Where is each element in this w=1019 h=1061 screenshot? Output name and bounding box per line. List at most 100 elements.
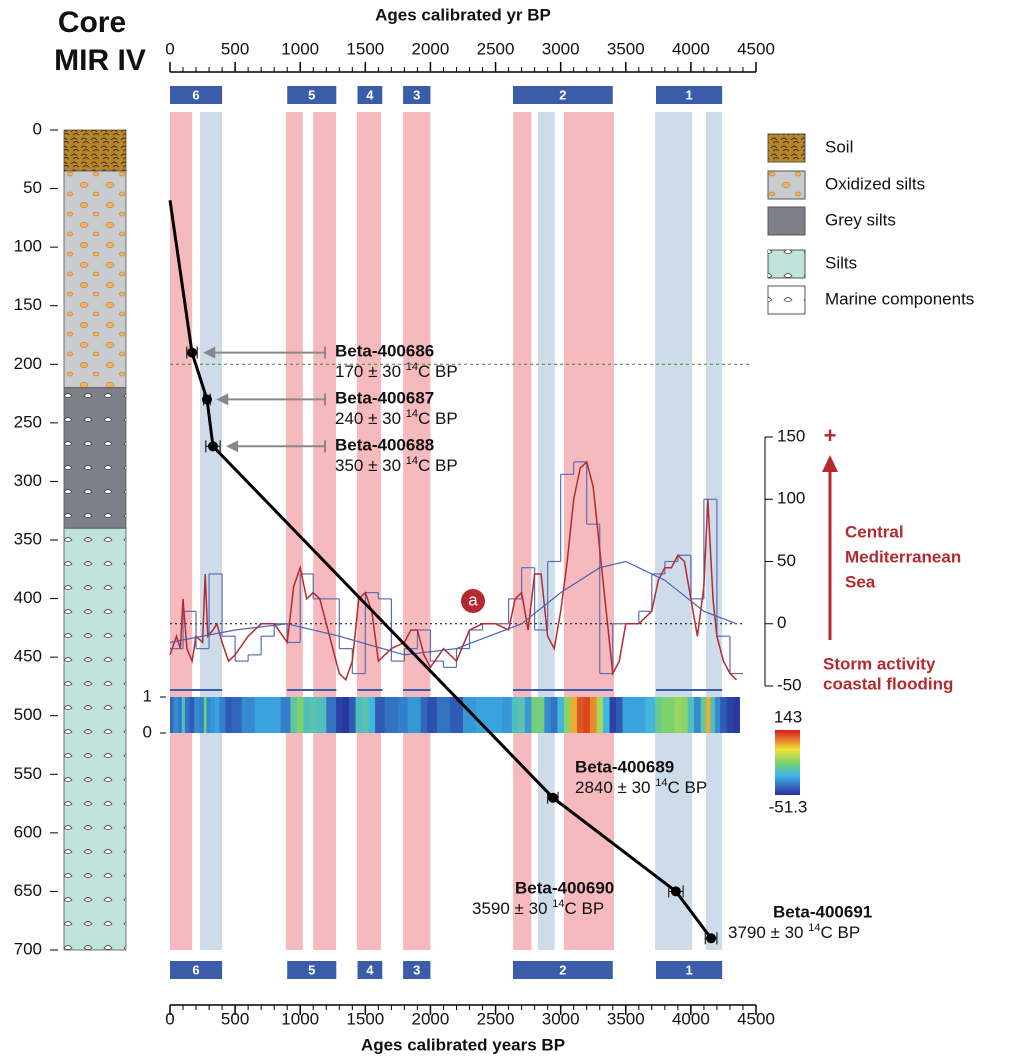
heatmap-cell [414, 697, 422, 733]
date-name: Beta-400690 [515, 878, 614, 897]
event-label: 4 [366, 87, 374, 102]
annotation: Sea [845, 572, 876, 591]
heatmap-cell [655, 697, 663, 733]
heatmap-cell [576, 697, 584, 733]
event-label: 4 [366, 962, 374, 977]
heatmap-cell [476, 697, 490, 733]
heatmap-cell [674, 697, 682, 733]
heatmap-cell [355, 697, 363, 733]
annotation: coastal flooding [823, 674, 953, 693]
event-band [705, 112, 723, 950]
event-box [170, 86, 223, 104]
x-tick-label: 2000 [412, 39, 450, 58]
y-tick-label: 100 [14, 237, 42, 256]
event-label: 3 [413, 87, 420, 102]
heatmap-cell [705, 697, 711, 733]
y2-tick-label: 50 [777, 551, 796, 570]
plus-sign: + [824, 423, 837, 448]
legend-label: Marine components [825, 289, 974, 308]
annotation: Storm activity [823, 654, 936, 673]
heatmap-cell [489, 697, 503, 733]
lithology-pattern [64, 528, 126, 950]
date-isotope: 14 [406, 408, 418, 420]
heatmap-cell [609, 697, 617, 733]
heatmap-cell [280, 697, 291, 733]
heatmap-cell [349, 697, 357, 733]
y-tick-label: 300 [14, 471, 42, 490]
heatmap-tick-label: 1 [143, 686, 152, 705]
date-age: 3790 ± 30 14C BP [728, 922, 860, 943]
event-band [513, 112, 532, 950]
y-tick-label: 600 [14, 822, 42, 841]
heatmap-cell [316, 697, 327, 733]
x-tick-label: 4500 [737, 1009, 775, 1028]
event-label: 1 [685, 962, 692, 977]
event-band [313, 112, 337, 950]
x-tick-label: 0 [165, 1009, 174, 1028]
date-age: 240 ± 30 14C BP [335, 408, 458, 429]
heatmap-cell [303, 697, 311, 733]
heatmap-cell [420, 697, 428, 733]
date-point [201, 394, 212, 405]
heatmap-cell [254, 697, 269, 733]
event-box [357, 961, 383, 979]
heatmap-cell [219, 697, 226, 733]
heatmap-cell [397, 697, 409, 733]
event-box [403, 961, 431, 979]
date-age-value: 2840 ± 30 [575, 778, 655, 797]
legend-swatch [767, 206, 806, 236]
x-tick-label: 2000 [412, 1009, 450, 1028]
date-name: Beta-400688 [335, 435, 434, 454]
heatmap-cell [336, 697, 344, 733]
date-age-value: 350 ± 30 [335, 456, 406, 475]
heatmap-cell [632, 697, 646, 733]
x-tick-label: 1000 [281, 1009, 319, 1028]
y2-tick-label: 0 [777, 613, 786, 632]
event-band [537, 112, 555, 950]
date-age-value: 170 ± 30 [335, 362, 406, 381]
pointer-head [226, 440, 239, 453]
heatmap-cell [290, 697, 298, 733]
event-label: 5 [308, 962, 315, 977]
heatmap-cell [384, 697, 399, 733]
legend-label: Oxidized silts [825, 174, 925, 193]
date-point [207, 441, 218, 452]
heatmap-cell [570, 697, 578, 733]
marker-circle [461, 589, 485, 613]
date-point [706, 933, 717, 944]
date-name: Beta-400687 [335, 388, 434, 407]
heatmap-cell [602, 697, 610, 733]
x-tick-label: 3000 [542, 1009, 580, 1028]
marker-label: a [468, 590, 478, 609]
y-tick-label: 500 [14, 705, 42, 724]
event-box [357, 86, 383, 104]
heatmap-cell [720, 697, 728, 733]
heatmap-cell [583, 697, 591, 733]
y-tick-label: 350 [14, 529, 42, 548]
date-point [670, 886, 681, 897]
event-band [655, 112, 693, 950]
date-isotope: 14 [406, 455, 418, 467]
y-tick-label: 200 [14, 354, 42, 373]
x-tick-label: 4500 [737, 39, 775, 58]
heatmap-cell [173, 697, 179, 733]
event-label: 2 [559, 962, 566, 977]
legend-label: Silts [825, 253, 857, 272]
legend-pattern [768, 250, 805, 278]
heatmap-cell [189, 697, 195, 733]
x-tick-label: 3500 [607, 1009, 645, 1028]
date-isotope: 14 [655, 777, 667, 789]
date-isotope: 14 [406, 361, 418, 373]
heatmap-cell [241, 697, 256, 733]
legend-label: Grey silts [825, 210, 896, 229]
heatmap-cell [681, 697, 689, 733]
event-label: 5 [308, 87, 315, 102]
heatmap-cell [184, 697, 191, 733]
date-isotope: 14 [552, 898, 564, 910]
x-tick-label: 500 [221, 1009, 249, 1028]
event-label: 1 [685, 87, 692, 102]
heatmap-cell [668, 697, 676, 733]
heatmap-cell [178, 697, 183, 733]
heatmap-cell [427, 697, 438, 733]
